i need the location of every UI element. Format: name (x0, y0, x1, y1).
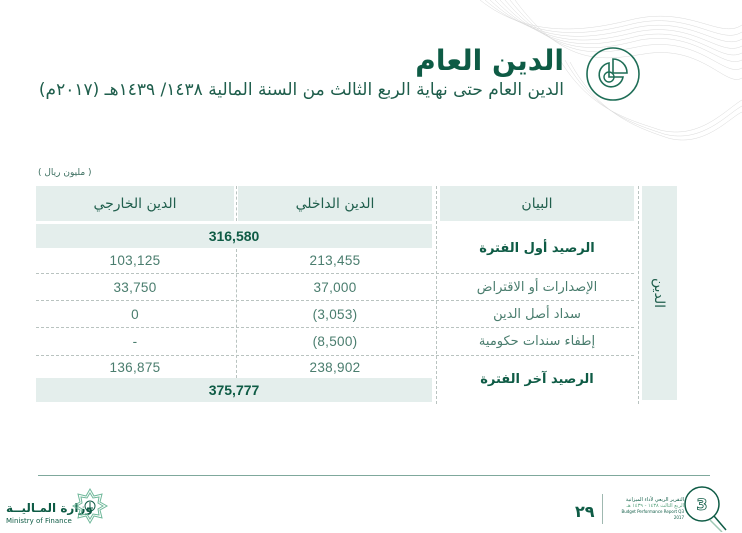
redemption-external: - (132, 333, 138, 349)
row-divider (36, 300, 634, 301)
footer-divider (38, 475, 710, 476)
ministry-name-ar: وزارة المـاليــة (6, 501, 93, 515)
repayment-domestic: (3,053) (312, 306, 358, 322)
column-header-item: البيان (440, 186, 634, 221)
page-number: ٢٩ (575, 502, 595, 521)
page-subtitle: الدين العام حتى نهاية الربع الثالث من ال… (38, 80, 564, 100)
ministry-name-en: Ministry of Finance (6, 517, 72, 525)
row-label-issuance: الإصدارات أو الاقتراض (476, 279, 598, 295)
issuance-external: 33,750 (113, 279, 157, 295)
report-caption-line2: الربع الثالث ١٤٣٨ - ١٤٣٩ هـ (626, 503, 684, 509)
unit-label: ( مليون ريال ) (38, 168, 92, 178)
row-label-closing: الرصيد آخر الفترة (480, 371, 594, 387)
report-caption-line3: Budget Performance Report Q3 2017 (621, 509, 684, 520)
report-caption: التقرير الربعي لأداء الميزانية الربع الث… (612, 497, 684, 521)
row-divider (36, 327, 634, 328)
footer-separator (602, 494, 603, 524)
repayment-external: 0 (131, 306, 139, 322)
opening-external: 103,125 (109, 252, 161, 268)
opening-total: 316,580 (36, 224, 432, 248)
quarterly-report-logo-icon: 3 (684, 486, 727, 532)
side-category-label: الدين (651, 277, 668, 309)
row-label-bond-redemption: إطفاء سندات حكومية (478, 333, 596, 349)
report-caption-line1: التقرير الربعي لأداء الميزانية (625, 497, 684, 503)
decorative-waves (479, 0, 742, 141)
row-label-principal-repayment: سداد أصل الدين (493, 306, 581, 322)
row-label-opening: الرصيد أول الفترة (479, 240, 595, 256)
pie-chart-icon (586, 47, 640, 101)
column-divider (236, 186, 237, 221)
closing-total: 375,777 (36, 378, 432, 402)
redemption-domestic: (8,500) (312, 333, 358, 349)
closing-external: 136,875 (109, 359, 161, 375)
column-header-domestic: الدين الداخلي (238, 186, 432, 221)
column-divider (436, 186, 437, 404)
side-category-band: الدين (642, 186, 677, 400)
ministry-emblem-icon (72, 488, 108, 524)
page-title: الدين العام (415, 44, 564, 77)
row-divider (36, 273, 634, 274)
row-divider (36, 355, 634, 356)
column-divider (236, 249, 237, 378)
column-header-external: الدين الخارجي (36, 186, 234, 221)
opening-domestic: 213,455 (309, 252, 361, 268)
column-divider (638, 186, 639, 404)
svg-text:3: 3 (696, 495, 707, 514)
issuance-domestic: 37,000 (313, 279, 357, 295)
closing-domestic: 238,902 (309, 359, 361, 375)
